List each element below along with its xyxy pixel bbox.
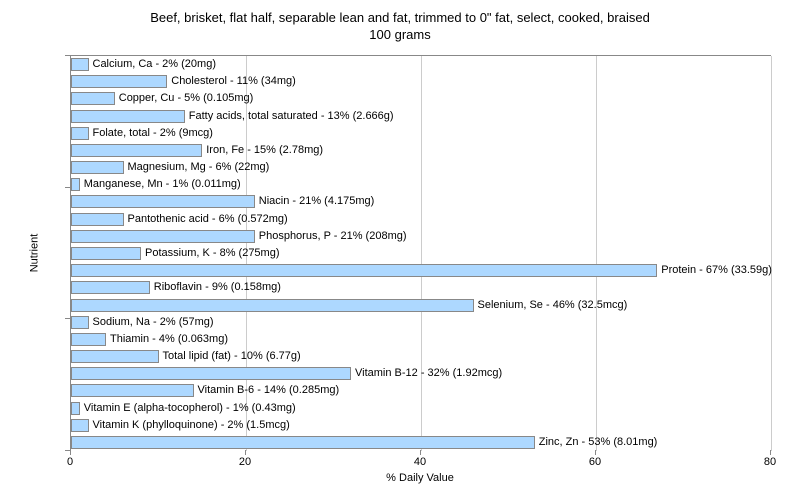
nutrient-bar-label: Folate, total - 2% (9mcg) bbox=[93, 127, 213, 140]
nutrient-bar-label: Total lipid (fat) - 10% (6.77g) bbox=[163, 350, 301, 363]
nutrient-bar-label: Pantothenic acid - 6% (0.572mg) bbox=[128, 213, 288, 226]
x-tick-label: 20 bbox=[239, 456, 251, 468]
nutrient-bar-label: Phosphorus, P - 21% (208mg) bbox=[259, 230, 407, 243]
nutrient-bar-label: Cholesterol - 11% (34mg) bbox=[171, 75, 296, 88]
x-tick-label: 60 bbox=[589, 456, 601, 468]
y-axis-label: Nutrient bbox=[28, 233, 40, 272]
nutrient-bar bbox=[71, 350, 159, 363]
x-tick bbox=[420, 450, 421, 455]
nutrient-bar-label: Vitamin B-6 - 14% (0.285mg) bbox=[198, 384, 340, 397]
nutrient-bar-label: Riboflavin - 9% (0.158mg) bbox=[154, 281, 281, 294]
nutrient-bar-label: Protein - 67% (33.59g) bbox=[661, 264, 772, 277]
nutrient-bar bbox=[71, 110, 185, 123]
nutrient-bar bbox=[71, 92, 115, 105]
nutrient-bar-label: Niacin - 21% (4.175mg) bbox=[259, 195, 375, 208]
x-tick-label: 0 bbox=[67, 456, 73, 468]
nutrient-bar-label: Sodium, Na - 2% (57mg) bbox=[93, 316, 214, 329]
nutrient-bar-label: Zinc, Zn - 53% (8.01mg) bbox=[539, 436, 658, 449]
gridline bbox=[771, 56, 772, 451]
x-tick bbox=[770, 450, 771, 455]
nutrient-bar-label: Manganese, Mn - 1% (0.011mg) bbox=[84, 178, 241, 191]
nutrient-bar bbox=[71, 264, 657, 277]
x-tick bbox=[245, 450, 246, 455]
y-tick bbox=[65, 187, 70, 188]
nutrient-bar-label: Vitamin B-12 - 32% (1.92mcg) bbox=[355, 367, 502, 380]
nutrient-bar bbox=[71, 436, 535, 449]
x-axis-label: % Daily Value bbox=[386, 472, 454, 484]
nutrient-bar bbox=[71, 213, 124, 226]
nutrient-bar bbox=[71, 384, 194, 397]
y-axis: Nutrient bbox=[0, 55, 70, 450]
y-tick bbox=[65, 450, 70, 451]
gridline bbox=[421, 56, 422, 451]
nutrient-bar bbox=[71, 195, 255, 208]
nutrient-bar bbox=[71, 333, 106, 346]
title-line2: 100 grams bbox=[369, 27, 430, 42]
nutrient-chart: Beef, brisket, flat half, separable lean… bbox=[0, 0, 800, 500]
nutrient-bar bbox=[71, 144, 202, 157]
x-tick-label: 40 bbox=[414, 456, 426, 468]
nutrient-bar bbox=[71, 58, 89, 71]
nutrient-bar bbox=[71, 316, 89, 329]
nutrient-bar bbox=[71, 178, 80, 191]
nutrient-bar-label: Selenium, Se - 46% (32.5mcg) bbox=[478, 299, 628, 312]
nutrient-bar bbox=[71, 230, 255, 243]
x-tick bbox=[70, 450, 71, 455]
title-line1: Beef, brisket, flat half, separable lean… bbox=[150, 10, 650, 25]
nutrient-bar-label: Potassium, K - 8% (275mg) bbox=[145, 247, 280, 260]
nutrient-bar-label: Vitamin E (alpha-tocopherol) - 1% (0.43m… bbox=[84, 402, 296, 415]
nutrient-bar bbox=[71, 367, 351, 380]
gridline bbox=[596, 56, 597, 451]
nutrient-bar-label: Iron, Fe - 15% (2.78mg) bbox=[206, 144, 323, 157]
nutrient-bar bbox=[71, 419, 89, 432]
plot-area: Calcium, Ca - 2% (20mg) Cholesterol - 11%… bbox=[70, 55, 771, 451]
nutrient-bar-label: Vitamin K (phylloquinone) - 2% (1.5mcg) bbox=[93, 419, 290, 432]
x-axis: % Daily Value 020406080 bbox=[70, 450, 770, 480]
chart-title: Beef, brisket, flat half, separable lean… bbox=[0, 0, 800, 44]
nutrient-bar bbox=[71, 127, 89, 140]
nutrient-bar bbox=[71, 402, 80, 415]
nutrient-bar-label: Calcium, Ca - 2% (20mg) bbox=[93, 58, 216, 71]
nutrient-bar bbox=[71, 161, 124, 174]
nutrient-bar bbox=[71, 75, 167, 88]
nutrient-bar bbox=[71, 247, 141, 260]
y-tick bbox=[65, 55, 70, 56]
x-tick bbox=[595, 450, 596, 455]
nutrient-bar-label: Fatty acids, total saturated - 13% (2.66… bbox=[189, 110, 394, 123]
y-tick bbox=[65, 318, 70, 319]
nutrient-bar bbox=[71, 299, 474, 312]
nutrient-bar-label: Copper, Cu - 5% (0.105mg) bbox=[119, 92, 254, 105]
nutrient-bar bbox=[71, 281, 150, 294]
nutrient-bar-label: Thiamin - 4% (0.063mg) bbox=[110, 333, 228, 346]
nutrient-bar-label: Magnesium, Mg - 6% (22mg) bbox=[128, 161, 270, 174]
x-tick-label: 80 bbox=[764, 456, 776, 468]
